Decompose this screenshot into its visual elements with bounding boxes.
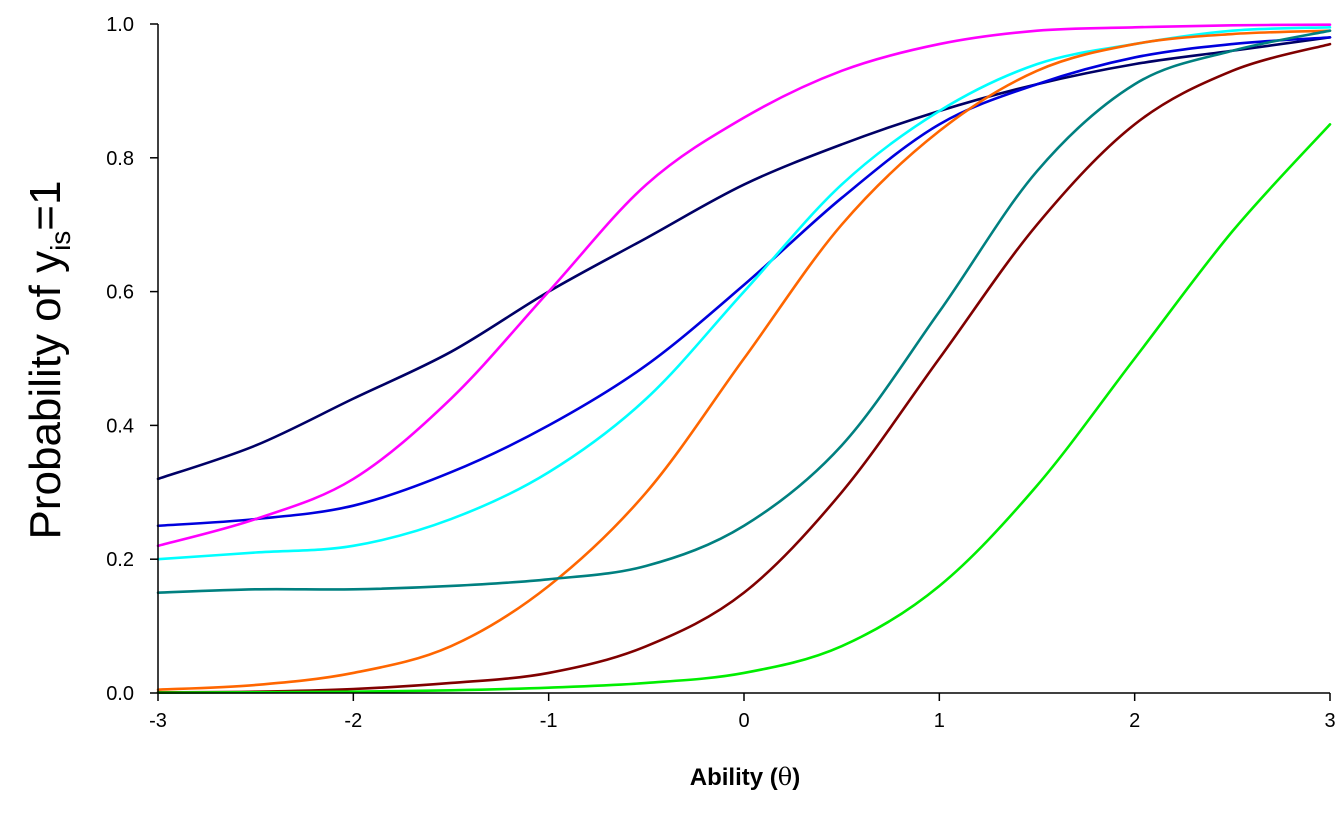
curves-group	[156, 23, 1332, 694]
x-ticks-group: -3 -2 -1 0 1 2 3	[149, 693, 1336, 732]
x-tick-label: 2	[1129, 710, 1140, 732]
series-line-2	[156, 36, 1332, 528]
x-axis-label: Ability (θ)	[690, 763, 800, 791]
x-axis-label-main: Ability (	[690, 764, 778, 791]
y-tick-label: 0.4	[106, 415, 134, 437]
x-tick-label: -2	[344, 710, 362, 732]
y-tick-label: 0.0	[106, 683, 134, 705]
series-line-7	[156, 42, 1332, 694]
y-ticks-group: 0.0 0.2 0.4 0.6 0.8 1.0	[106, 14, 158, 705]
y-axis-label: Probability of yis=1	[21, 181, 76, 540]
x-tick-label: 1	[934, 710, 945, 732]
series-line-1	[156, 36, 1332, 481]
y-axis-label-main: Probability of y	[21, 251, 70, 540]
series-line-6	[156, 29, 1332, 594]
x-tick-label: 0	[738, 710, 749, 732]
series-line-4	[156, 26, 1332, 561]
x-axis-label-close: )	[792, 764, 800, 791]
y-axis-label-suffix: =1	[21, 181, 70, 231]
x-tick-label: 3	[1324, 710, 1335, 732]
y-tick-label: 0.8	[106, 148, 134, 170]
y-tick-label: 0.6	[106, 282, 134, 304]
x-tick-label: -1	[540, 710, 558, 732]
x-tick-label: -3	[149, 710, 167, 732]
series-line-5	[156, 29, 1332, 691]
y-axis-label-subscript: is	[45, 231, 76, 251]
x-axis-label-symbol: θ	[778, 763, 792, 791]
series-line-3	[156, 23, 1332, 548]
y-tick-label: 0.2	[106, 549, 134, 571]
y-tick-label: 1.0	[106, 14, 134, 36]
series-line-8	[156, 123, 1332, 694]
